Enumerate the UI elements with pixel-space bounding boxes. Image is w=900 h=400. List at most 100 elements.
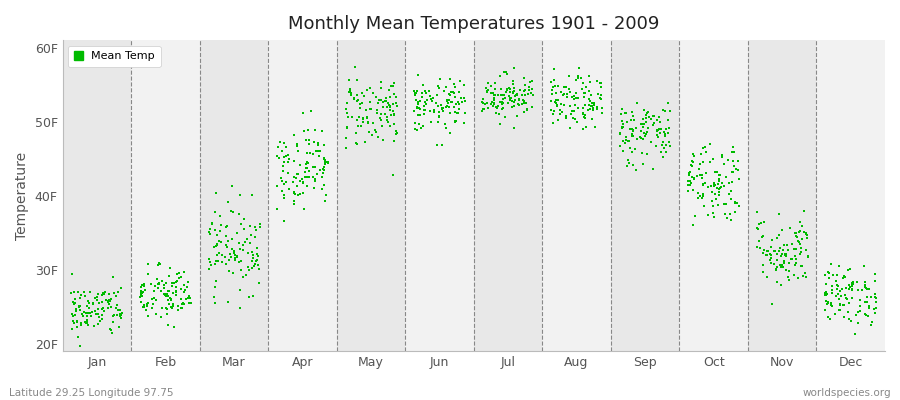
Point	[176, 301, 191, 308]
Point	[641, 109, 655, 116]
Point	[230, 253, 244, 259]
Point	[252, 266, 266, 272]
Point	[409, 90, 423, 97]
Point	[137, 280, 151, 287]
Point	[306, 164, 320, 170]
Point	[791, 275, 806, 281]
Point	[426, 95, 440, 101]
Point	[234, 258, 248, 264]
Point	[576, 110, 590, 116]
Point	[656, 107, 670, 114]
Point	[640, 129, 654, 135]
Point	[503, 95, 517, 102]
Point	[569, 77, 583, 84]
Point	[374, 115, 388, 121]
Point	[310, 148, 325, 154]
Point	[789, 233, 804, 239]
Point	[619, 136, 634, 143]
Point	[545, 110, 560, 117]
Point	[210, 242, 224, 248]
Point	[160, 291, 175, 298]
Point	[226, 248, 240, 254]
Point	[801, 253, 815, 260]
Point	[432, 114, 446, 120]
Point	[112, 307, 127, 314]
Point	[494, 92, 508, 98]
Point	[752, 221, 767, 228]
Point	[89, 310, 104, 317]
Point	[767, 261, 781, 268]
Point	[680, 178, 695, 184]
Point	[681, 182, 696, 188]
Point	[341, 114, 356, 120]
Point	[418, 90, 433, 97]
Point	[318, 198, 332, 205]
Point	[507, 99, 521, 105]
Point	[413, 98, 428, 105]
Point	[317, 142, 331, 148]
Point	[84, 312, 98, 319]
Point	[635, 136, 650, 142]
Point	[310, 140, 325, 146]
Point	[342, 77, 356, 84]
Point	[842, 284, 857, 290]
Point	[652, 127, 666, 134]
Point	[482, 105, 496, 112]
Point	[500, 87, 515, 93]
Point	[162, 301, 176, 307]
Point	[565, 108, 580, 114]
Point	[287, 189, 302, 196]
Point	[381, 119, 395, 125]
Point	[508, 93, 523, 100]
Point	[370, 107, 384, 114]
Point	[699, 149, 714, 155]
Point	[862, 286, 877, 293]
Point	[365, 132, 380, 139]
Point	[567, 102, 581, 108]
Point	[243, 223, 257, 229]
Point	[707, 214, 722, 220]
Point	[844, 287, 859, 294]
Point	[104, 296, 118, 302]
Point	[772, 211, 787, 218]
Point	[232, 192, 247, 198]
Point	[864, 322, 878, 328]
Point	[578, 115, 592, 121]
Point	[221, 199, 236, 205]
Point	[518, 87, 532, 93]
Point	[318, 160, 332, 167]
Point	[727, 200, 742, 207]
Point	[372, 96, 386, 103]
Point	[376, 104, 391, 111]
Point	[271, 144, 285, 150]
Point	[369, 94, 383, 100]
Point	[586, 105, 600, 111]
Point	[245, 192, 259, 198]
Point	[636, 161, 651, 168]
Point	[584, 92, 598, 98]
Point	[720, 215, 734, 222]
Point	[652, 119, 667, 125]
Point	[695, 174, 709, 181]
Point	[365, 120, 380, 126]
Point	[652, 129, 667, 136]
Point	[556, 92, 571, 98]
Point	[111, 307, 125, 313]
Point	[147, 295, 161, 301]
Point	[626, 161, 640, 168]
Point	[615, 106, 629, 112]
Point	[619, 110, 634, 116]
Point	[355, 100, 369, 106]
Point	[154, 288, 168, 294]
Legend: Mean Temp: Mean Temp	[68, 46, 160, 67]
Point	[387, 110, 401, 117]
Point	[139, 286, 153, 293]
Point	[98, 289, 112, 295]
Point	[408, 126, 422, 132]
Point	[846, 281, 860, 287]
Point	[577, 114, 591, 120]
Point	[181, 295, 195, 301]
Point	[145, 296, 159, 302]
Point	[778, 242, 792, 248]
Point	[563, 125, 578, 131]
